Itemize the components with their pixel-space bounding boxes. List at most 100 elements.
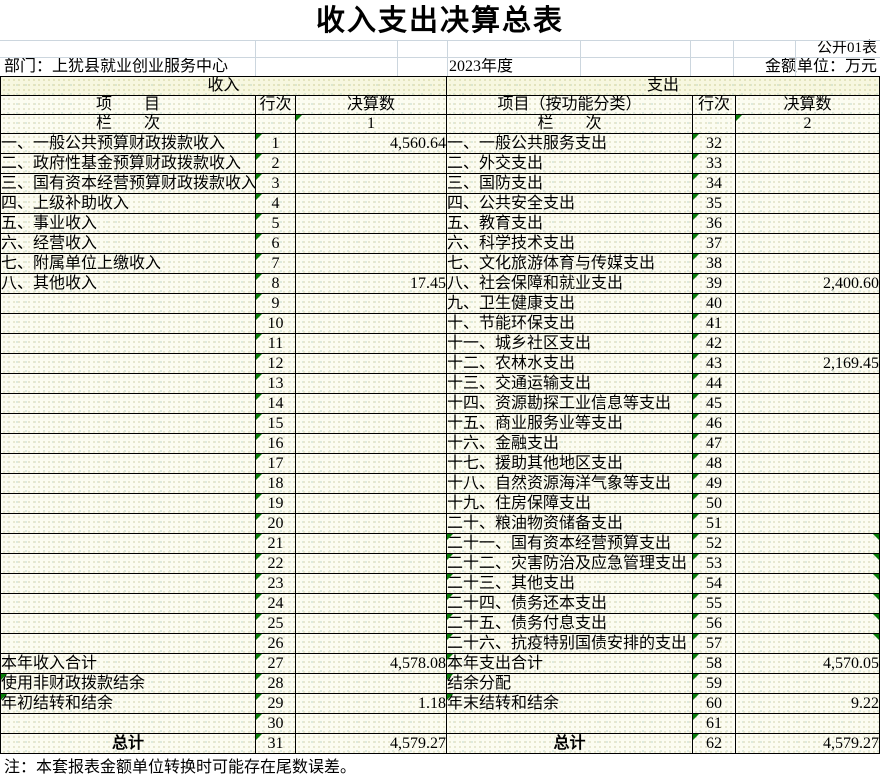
item-cell-text: 十二、农林水支出 (447, 355, 576, 372)
item-cell: 四、公共安全支出 (446, 193, 694, 214)
expenditure-line-header: 行次 (692, 95, 737, 115)
item-cell: 八、其他收入 (0, 273, 256, 294)
column-header-row: 项 目 行次 决算数 项目（按功能分类） 行次 决算数 (0, 95, 880, 115)
comment-indicator-icon (256, 494, 262, 500)
item-cell-text: 十三、交通运输支出 (447, 375, 592, 392)
line-cell: 47 (692, 433, 737, 454)
amount-cell: 4,560.64 (294, 133, 448, 154)
expenditure-section-title: 支出 (647, 77, 680, 95)
amount-cell: 4,579.27 (294, 733, 448, 754)
comment-indicator-icon (256, 194, 262, 200)
comment-indicator-icon (256, 134, 262, 140)
line-cell: 6 (255, 233, 296, 254)
item-cell (0, 593, 256, 614)
item-cell: 总计 (446, 733, 694, 754)
line-cell-text: 42 (706, 335, 723, 352)
comment-indicator-icon (447, 554, 454, 560)
line-cell-text: 43 (706, 355, 723, 372)
line-cell: 8 (255, 273, 296, 294)
item-cell: 一、一般公共服务支出 (446, 133, 694, 154)
line-cell: 24 (255, 593, 296, 614)
amount-cell-text: 1.18 (418, 695, 447, 712)
line-cell-text: 41 (706, 315, 723, 332)
comment-indicator-icon (736, 115, 743, 121)
item-cell-text: 一、一般公共预算财政拨款收入 (1, 135, 226, 152)
table-row: 13 十三、交通运输支出 44 (0, 373, 880, 394)
expenditure-line-header-text: 行次 (698, 96, 731, 114)
amount-cell (294, 473, 448, 494)
amount-cell (735, 473, 880, 494)
item-cell: 十八、自然资源海洋气象等支出 (446, 473, 694, 494)
item-cell (0, 433, 256, 454)
line-cell-text: 19 (267, 495, 284, 512)
amount-cell-text: 2,400.60 (823, 275, 880, 292)
item-cell-text: 年初结转和结余 (1, 695, 114, 712)
comment-indicator-icon (296, 115, 302, 121)
amount-cell (294, 673, 448, 694)
comment-indicator-icon (1, 674, 7, 680)
item-cell: 本年收入合计 (0, 653, 256, 674)
comment-indicator-icon (693, 514, 700, 520)
comment-indicator-icon (873, 634, 879, 640)
line-cell-text: 56 (706, 615, 723, 632)
amount-cell (294, 713, 448, 734)
amount-cell (735, 333, 880, 354)
item-cell-text: 本年收入合计 (1, 655, 98, 672)
amount-cell (294, 413, 448, 434)
comment-indicator-icon (256, 574, 262, 580)
item-cell: 五、事业收入 (0, 213, 256, 234)
line-cell-text: 60 (706, 695, 723, 712)
comment-indicator-icon (873, 554, 879, 560)
comment-indicator-icon (447, 534, 454, 540)
line-cell: 29 (255, 693, 296, 714)
item-cell: 十二、农林水支出 (446, 353, 694, 374)
comment-indicator-icon (256, 734, 262, 740)
item-cell: 总计 (0, 733, 256, 754)
income-amount-header-text: 决算数 (347, 96, 396, 114)
item-cell-text: 五、教育支出 (447, 215, 544, 232)
comment-indicator-icon (256, 554, 262, 560)
comment-indicator-icon (447, 674, 454, 680)
line-cell: 62 (692, 733, 737, 754)
line-cell (255, 114, 296, 134)
comment-indicator-icon (447, 574, 454, 580)
item-cell-text: 五、事业收入 (1, 215, 98, 232)
item-cell: 十一、城乡社区支出 (446, 333, 694, 354)
item-cell-text: 使用非财政拨款结余 (1, 675, 146, 692)
table-row: 25 二十五、债务付息支出 56 (0, 613, 880, 634)
item-cell: 七、附属单位上缴收入 (0, 253, 256, 274)
line-cell: 57 (692, 633, 737, 654)
line-cell: 35 (692, 193, 737, 214)
amount-cell (294, 573, 448, 594)
amount-cell (735, 293, 880, 314)
line-cell-text: 22 (267, 555, 284, 572)
line-cell: 51 (692, 513, 737, 534)
comment-indicator-icon (693, 574, 700, 580)
line-cell-text: 2 (271, 155, 280, 172)
faint-gridline (255, 40, 256, 76)
table-row: 六、经营收入 6 六、科学技术支出 37 (0, 233, 880, 254)
comment-indicator-icon (693, 634, 700, 640)
item-cell (0, 553, 256, 574)
line-cell-text: 62 (706, 735, 723, 752)
comment-indicator-icon (1, 694, 7, 700)
amount-cell (294, 153, 448, 174)
table-row: 16 十六、金融支出 47 (0, 433, 880, 454)
line-cell-text: 13 (267, 375, 284, 392)
amount-cell (735, 713, 880, 734)
item-cell: 十四、资源勘探工业信息等支出 (446, 393, 694, 414)
income-line-header-text: 行次 (259, 96, 292, 114)
amount-cell (294, 333, 448, 354)
item-cell: 十、节能环保支出 (446, 313, 694, 334)
comment-indicator-icon (693, 374, 700, 380)
item-cell: 九、卫生健康支出 (446, 293, 694, 314)
amount-cell (735, 453, 880, 474)
line-cell: 34 (692, 173, 737, 194)
comment-indicator-icon (873, 534, 879, 540)
item-cell (446, 713, 694, 734)
amount-cell: 4,570.05 (735, 653, 880, 674)
item-cell: 年初结转和结余 (0, 693, 256, 714)
expenditure-item-header-text: 项目（按功能分类） (497, 96, 642, 114)
column-index-row: 栏 次 1 栏 次 2 (0, 114, 880, 134)
